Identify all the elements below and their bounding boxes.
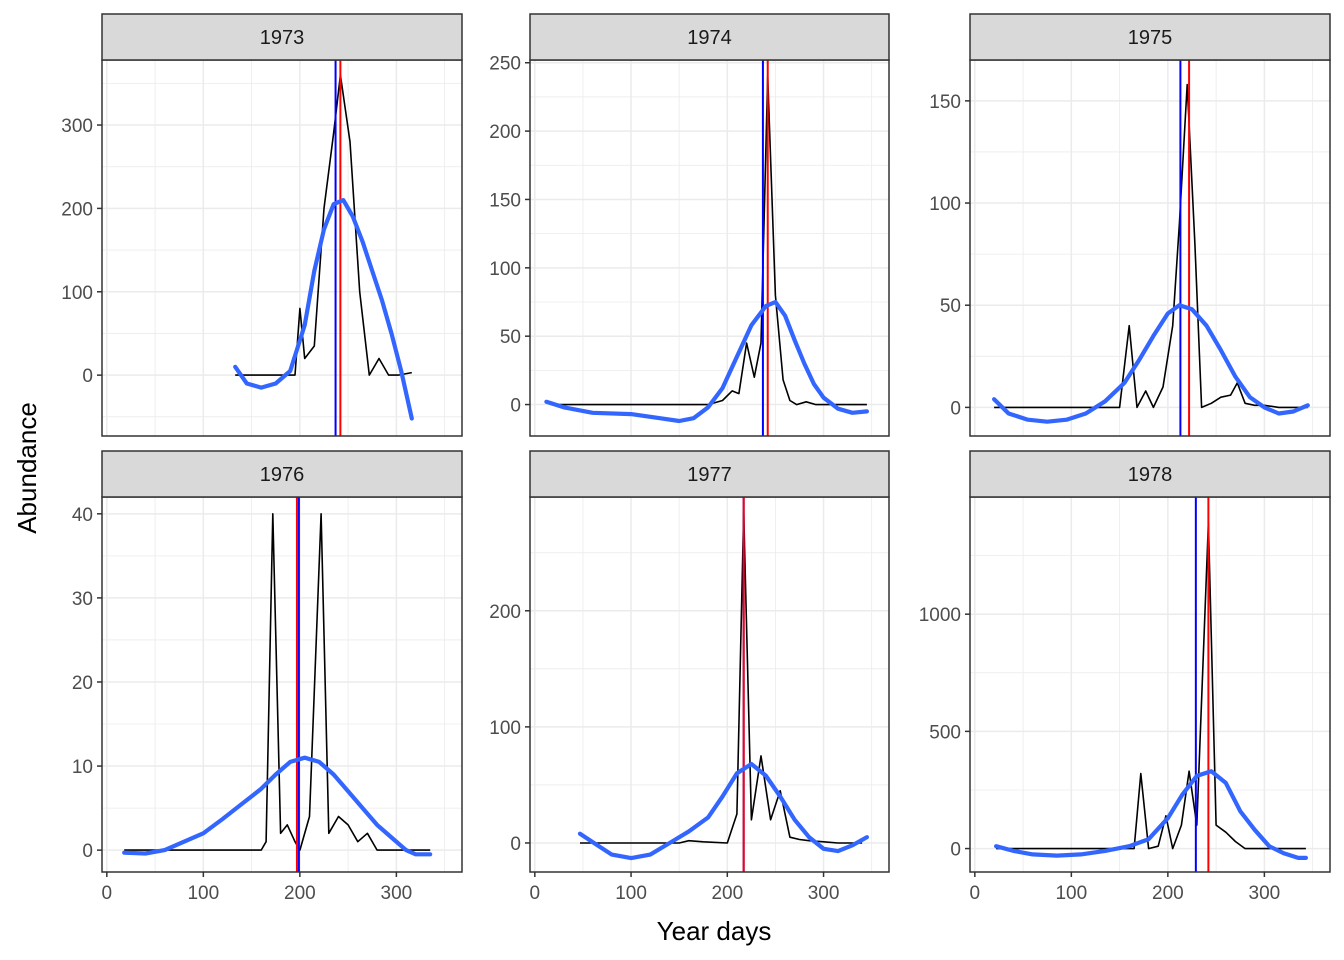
facet-panel-1977: 1977 0 100 200 0 100 200 300 bbox=[489, 450, 890, 904]
panel-background bbox=[970, 60, 1330, 436]
y-tick-label: 0 bbox=[950, 398, 961, 419]
observed-series-line bbox=[124, 512, 431, 851]
panel-background bbox=[530, 60, 889, 436]
y-tick-label: 200 bbox=[489, 122, 521, 143]
y-tick-label: 500 bbox=[929, 722, 961, 743]
facet-strip-label: 1978 bbox=[1128, 464, 1173, 486]
y-axis-title: Abundance bbox=[12, 402, 42, 534]
facet-panels: 1973010020030019740501001502002501975050… bbox=[61, 13, 1331, 904]
x-tick-label: 0 bbox=[102, 883, 113, 904]
panel-data bbox=[544, 60, 870, 436]
y-tick-label: 30 bbox=[72, 589, 93, 610]
smooth-series-line bbox=[233, 198, 414, 421]
panel-data bbox=[993, 497, 1309, 872]
y-tick-label: 0 bbox=[510, 834, 521, 855]
observed-series-line bbox=[546, 75, 867, 406]
facet-strip-label: 1977 bbox=[687, 464, 732, 486]
y-tick-label: 100 bbox=[489, 259, 521, 280]
smooth-series-line bbox=[991, 303, 1310, 424]
panel-data bbox=[233, 60, 414, 436]
observed-series-line bbox=[996, 521, 1306, 850]
facet-strip-label: 1974 bbox=[687, 27, 732, 49]
x-tick-label: 100 bbox=[187, 883, 219, 904]
facet-strip-label: 1976 bbox=[260, 464, 305, 486]
y-tick-label: 150 bbox=[489, 190, 521, 211]
x-axis-title: Year days bbox=[657, 916, 772, 946]
x-tick-label: 300 bbox=[808, 883, 840, 904]
x-tick-label: 100 bbox=[1055, 883, 1087, 904]
y-tick-label: 10 bbox=[72, 757, 93, 778]
x-tick-label: 200 bbox=[1152, 883, 1184, 904]
x-tick-label: 300 bbox=[1249, 883, 1281, 904]
facet-strip bbox=[101, 450, 463, 498]
y-tick-label: 0 bbox=[950, 840, 961, 861]
y-tick-label: 200 bbox=[489, 602, 521, 623]
panel-background bbox=[530, 497, 889, 872]
panel-background bbox=[102, 497, 462, 872]
y-tick-label: 0 bbox=[510, 396, 521, 417]
y-tick-label: 100 bbox=[61, 283, 93, 304]
x-tick-label: 200 bbox=[284, 883, 316, 904]
facet-strip bbox=[529, 13, 890, 61]
x-tick-label: 200 bbox=[711, 883, 743, 904]
facet-panel-1973: 1973 0 100 200 300 bbox=[61, 13, 463, 437]
y-tick-label: 1000 bbox=[919, 605, 961, 626]
y-tick-label: 0 bbox=[82, 366, 93, 387]
panel-background bbox=[970, 497, 1330, 872]
x-tick-label: 100 bbox=[615, 883, 647, 904]
y-tick-label: 100 bbox=[489, 718, 521, 739]
facet-panel-1974: 1974 0 50 100 150 200 250 bbox=[489, 13, 890, 437]
panel-data bbox=[991, 60, 1310, 436]
y-tick-label: 100 bbox=[929, 194, 961, 215]
y-tick-label: 200 bbox=[61, 199, 93, 220]
facet-strip bbox=[101, 13, 463, 61]
y-tick-label: 50 bbox=[500, 327, 521, 348]
facet-strip bbox=[969, 13, 1331, 61]
y-tick-label: 150 bbox=[929, 92, 961, 113]
facet-panel-1976: 1976 0 10 20 30 40 0 100 200 300 bbox=[72, 450, 463, 904]
facet-strip bbox=[969, 450, 1331, 498]
panel-data bbox=[577, 497, 870, 872]
y-tick-label: 0 bbox=[82, 841, 93, 862]
y-tick-label: 20 bbox=[72, 673, 93, 694]
facet-panel-1978: 1978 0 500 1000 0 100 200 300 bbox=[919, 450, 1331, 904]
y-tick-label: 50 bbox=[940, 296, 961, 317]
x-tick-label: 0 bbox=[970, 883, 981, 904]
facet-strip-label: 1973 bbox=[260, 27, 305, 49]
smooth-series-line bbox=[577, 761, 870, 861]
y-tick-label: 40 bbox=[72, 505, 93, 526]
y-tick-label: 300 bbox=[61, 116, 93, 137]
x-tick-label: 0 bbox=[530, 883, 541, 904]
facet-strip bbox=[529, 450, 890, 498]
smooth-series-line bbox=[544, 299, 870, 424]
panel-data bbox=[122, 497, 433, 872]
smooth-series-line bbox=[122, 755, 433, 857]
smooth-series-line bbox=[993, 769, 1309, 861]
x-tick-label: 300 bbox=[381, 883, 413, 904]
y-tick-label: 250 bbox=[489, 54, 521, 75]
facet-strip-label: 1975 bbox=[1128, 27, 1173, 49]
facet-panel-1975: 1975 0 50 100 150 bbox=[929, 13, 1331, 437]
